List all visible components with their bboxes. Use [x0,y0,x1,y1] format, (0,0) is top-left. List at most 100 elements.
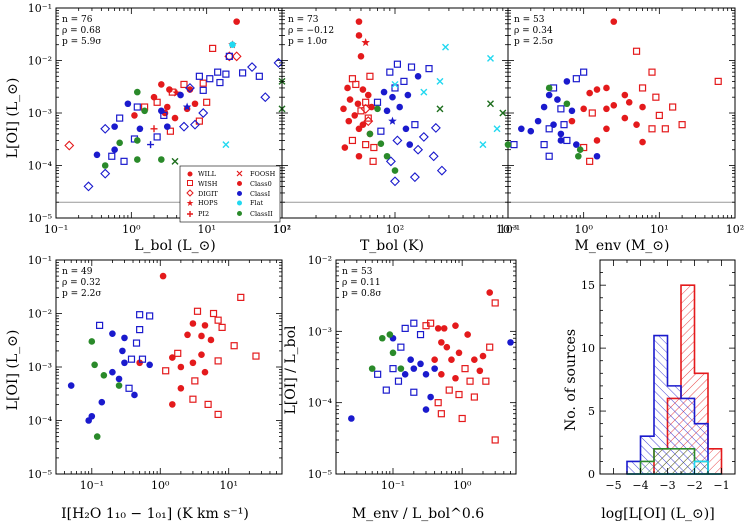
data-point [442,43,450,51]
panel-a-p: p = 5.9σ [62,37,101,47]
data-point [610,18,618,25]
data-point [222,70,230,78]
data-point [661,125,669,133]
data-point [360,103,371,114]
y-tick-label: 10⁻² [28,55,52,68]
data-point [389,93,396,101]
data-point [410,319,418,327]
data-point [568,117,576,125]
data-point [101,162,109,169]
data-point [401,324,409,332]
data-point [133,103,141,111]
data-point [487,100,494,108]
panel-c-p: p = 2.5σ [514,37,553,47]
x-tick-label: 10⁻¹ [44,223,68,236]
data-point [389,349,397,357]
data-point [172,88,181,97]
data-point [193,307,202,315]
data-point [639,138,646,146]
y-tick-label: 0 [588,468,595,481]
data-point [216,78,224,87]
data-point [341,144,349,151]
x-tick-label: 10¹ [220,479,238,492]
legend-hops: HOPS [198,199,218,207]
data-point [98,398,106,406]
y-tick-label: 10⁻⁴ [308,397,333,410]
data-point [160,111,168,120]
data-point [383,107,391,115]
data-point [359,121,367,128]
panel-d-p: p = 2.2σ [62,289,101,299]
data-point [385,156,396,167]
data-point [95,321,104,329]
data-point [203,98,211,106]
data-point [218,323,226,331]
data-point [109,330,116,337]
data-point [418,131,429,142]
data-point [425,65,433,73]
data-point [655,111,663,120]
data-point [64,140,75,151]
y-tick-label: 10⁻³ [308,325,332,338]
legend-wish-marker [187,180,193,186]
panel-b-n: n = 73 [288,15,319,25]
data-point [610,102,618,109]
data-point [93,151,101,159]
data-point [273,57,284,68]
data-point [586,89,593,97]
x-tick-label: 10⁰ [151,479,170,492]
data-point [198,351,205,358]
data-point [550,121,557,128]
data-point [366,130,374,138]
data-point [580,68,588,76]
histogram-series [626,334,722,475]
data-point [136,326,144,334]
data-point [409,172,420,183]
data-point [354,100,362,108]
data-point [239,69,247,77]
x-tick-label: 10² [726,223,744,236]
data-point [391,167,399,174]
legend-class0-marker [237,181,242,186]
data-point [363,116,374,127]
data-point [572,75,580,83]
data-point [133,88,141,96]
data-point [452,374,459,382]
data-point [344,84,351,92]
data-point [714,77,722,85]
data-point [233,18,240,25]
y-tick-label: 10⁻⁵ [28,468,52,481]
data-point [593,152,601,160]
data-point [177,363,185,371]
data-point [180,80,188,89]
data-point [153,133,161,141]
y-tick-label: 15 [581,279,595,292]
data-point [163,123,171,130]
data-point [430,122,441,133]
data-point [214,68,222,76]
legend-box [179,165,281,223]
panel-menv: M_env (M_⊙) n = 53 ρ = 0.34 p = 2.5σ 10⁻… [496,7,744,254]
data-point [586,157,594,165]
data-point [229,41,236,48]
y-tick-label: 10⁻⁴ [28,160,53,173]
x-tick-label: 10⁰ [122,223,141,236]
data-point [471,356,478,364]
data-point [124,100,132,108]
data-point [563,100,571,108]
data-point [448,356,455,364]
legend-digit-marker [186,189,194,197]
data-point [392,135,403,146]
panel-b-p: p = 1.0σ [288,37,327,47]
data-point [422,370,430,378]
data-point [162,367,170,375]
data-point [169,354,176,361]
data-point [206,75,214,83]
data-point [486,289,493,296]
y-tick-label: 10⁻⁴ [28,415,53,428]
data-point [455,390,463,399]
data-point [557,105,565,113]
data-point [621,114,629,122]
data-point [422,406,430,413]
panel-a-n: n = 76 [62,15,93,25]
